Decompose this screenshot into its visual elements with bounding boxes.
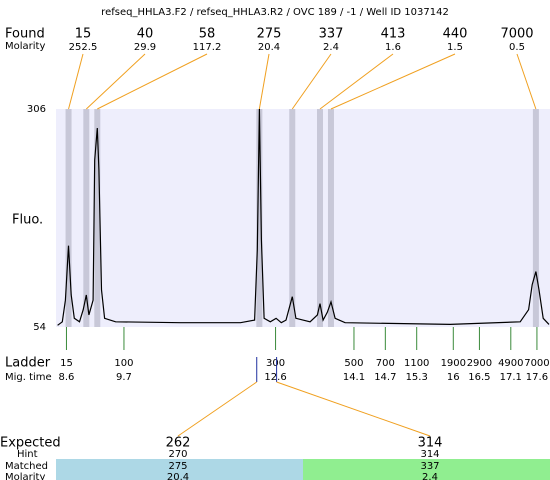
ladder-mig: 12.6 [264,372,286,383]
peak-band [532,109,539,327]
ladder-size: 4900 [498,358,523,369]
expected-hint: 270 [168,449,187,460]
expected-label: Expected [0,436,61,451]
found-molarity: 252.5 [69,42,98,53]
ladder-size: 2900 [467,358,492,369]
found-size: 7000 [500,27,533,42]
found-molarity: 1.6 [385,42,401,53]
found-label: Found [5,27,45,42]
trace [57,108,550,326]
hint-label: Hint [17,449,38,460]
found-molarity: 117.2 [193,42,222,53]
found-size: 413 [381,27,406,42]
peak-band [327,109,334,327]
expected-connector [177,381,258,437]
peak-band [316,109,323,327]
peak-connector [97,53,208,110]
ladder-mig: 14.7 [374,372,396,383]
peak-band [256,109,263,327]
ladder-size: 15 [60,358,73,369]
plot-area [56,109,550,327]
ladder-size: 1100 [404,358,429,369]
expected-molarity: 2.4 [422,472,438,480]
peak-connector [516,53,537,110]
found-size: 58 [199,27,216,42]
ladder-mig: 14.1 [343,372,365,383]
found-molarity: 20.4 [258,42,280,53]
ladder-size: 700 [376,358,395,369]
ladder-mig: 17.6 [526,372,548,383]
peak-connector [68,53,84,110]
matched-label: Matched [5,461,48,472]
y-tick-label: 54 [33,322,46,333]
y-label: Fluo. [12,213,43,228]
ladder-size: 1900 [441,358,466,369]
ladder-mig: 9.7 [116,372,132,383]
found-molarity: 2.4 [323,42,339,53]
ladder-label: Ladder [5,356,51,371]
expected-matched: 275 [168,461,187,472]
found-size: 275 [257,27,282,42]
expected-size: 262 [166,436,191,451]
found-molarity: 0.5 [509,42,525,53]
title: refseq_HHLA3.F2 / refseq_HHLA3.R2 / OVC … [101,7,449,18]
y-tick-label: 306 [27,104,46,115]
ladder-size: 500 [344,358,363,369]
mig-label: Mig. time [5,372,52,383]
ladder-mig: 16.5 [468,372,490,383]
found-size: 440 [443,27,468,42]
matched-bg [56,459,303,480]
peak-connector [319,53,394,110]
ladder-mig: 16 [447,372,460,383]
peak-connector [291,53,332,110]
ladder-size: 7000 [524,358,549,369]
molarity-label: Molarity [5,41,45,52]
expected-connector [276,381,431,437]
found-size: 40 [137,27,154,42]
ladder-mig: 8.6 [59,372,75,383]
matched-bg [303,459,550,480]
peak-band [65,109,72,327]
peak-connector [85,53,146,110]
ladder-size: 100 [114,358,133,369]
ladder-mig: 17.1 [500,372,522,383]
peak-connector [330,53,456,110]
peak-band [94,109,101,327]
ladder-size: 300 [266,358,285,369]
found-molarity: 29.9 [134,42,156,53]
expected-matched: 337 [420,461,439,472]
peak-connector [258,53,270,110]
ladder-mig: 15.3 [406,372,428,383]
found-molarity: 1.5 [447,42,463,53]
peak-band [289,109,296,327]
expected-hint: 314 [420,449,439,460]
peak-band [83,109,90,327]
expected-size: 314 [418,436,443,451]
exp-molarity-label: Molarity [5,472,45,480]
found-size: 337 [319,27,344,42]
found-size: 15 [75,27,92,42]
expected-molarity: 20.4 [167,472,189,480]
